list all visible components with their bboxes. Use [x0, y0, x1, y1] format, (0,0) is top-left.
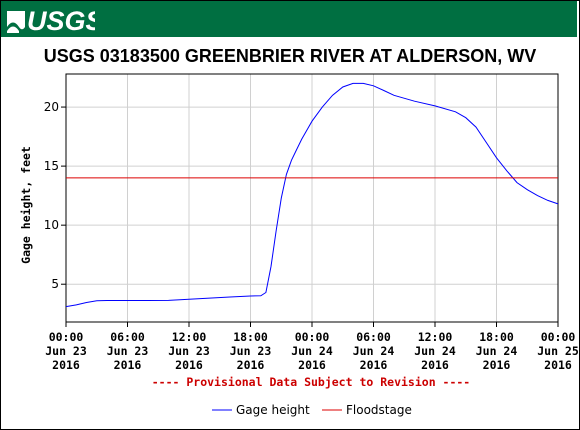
x-tick-label: 2016 [298, 358, 326, 372]
x-tick-label: 2016 [175, 358, 203, 372]
usgs-logo-icon: USGS [7, 6, 95, 35]
x-tick-label: 00:00 [49, 330, 84, 344]
x-tick-label: 00:00 [295, 330, 330, 344]
legend-label-gage-height: Gage height [236, 403, 310, 417]
x-tick-label: 2016 [114, 358, 142, 372]
y-tick-label: 5 [51, 277, 59, 291]
legend: Gage height Floodstage [212, 403, 412, 417]
x-tick-label: Jun 23 [230, 344, 272, 358]
legend-label-floodstage: Floodstage [346, 403, 412, 417]
x-tick-label: 12:00 [418, 330, 453, 344]
x-tick-label: Jun 24 [476, 344, 518, 358]
y-tick-label: 10 [44, 218, 59, 232]
x-tick-label: 2016 [360, 358, 388, 372]
x-tick-label: 06:00 [110, 330, 145, 344]
x-tick-label: Jun 23 [107, 344, 149, 358]
y-tick-label: 15 [44, 159, 59, 173]
x-tick-label: Jun 24 [353, 344, 395, 358]
usgs-banner: USGS [1, 1, 577, 37]
chart-title: USGS 03183500 GREENBRIER RIVER AT ALDERS… [44, 46, 536, 66]
x-tick-label: 00:00 [541, 330, 576, 344]
x-tick-label: 18:00 [479, 330, 514, 344]
x-tick-label: Jun 24 [414, 344, 456, 358]
x-tick-label: 2016 [483, 358, 511, 372]
series-layer [65, 82, 559, 308]
x-tick-label: 06:00 [356, 330, 391, 344]
y-axis-ticks: 5 10 15 20 [44, 100, 66, 291]
y-axis-label: Gage height, feet [19, 146, 33, 264]
x-tick-label: 2016 [52, 358, 80, 372]
x-tick-label: 2016 [237, 358, 265, 372]
chart-grid [65, 74, 559, 322]
usgs-logo-text: USGS [27, 6, 95, 35]
x-tick-label: 2016 [544, 358, 572, 372]
x-tick-label: Jun 23 [168, 344, 210, 358]
y-tick-label: 20 [44, 100, 59, 114]
x-tick-label: 18:00 [233, 330, 268, 344]
x-tick-label: Jun 23 [45, 344, 87, 358]
series-line-gage-height [65, 82, 559, 308]
x-tick-label: 2016 [421, 358, 449, 372]
x-tick-label: Jun 24 [291, 344, 333, 358]
provisional-notice: ---- Provisional Data Subject to Revisio… [152, 375, 471, 389]
x-tick-label: 12:00 [172, 330, 207, 344]
x-tick-label: Jun 25 [537, 344, 579, 358]
